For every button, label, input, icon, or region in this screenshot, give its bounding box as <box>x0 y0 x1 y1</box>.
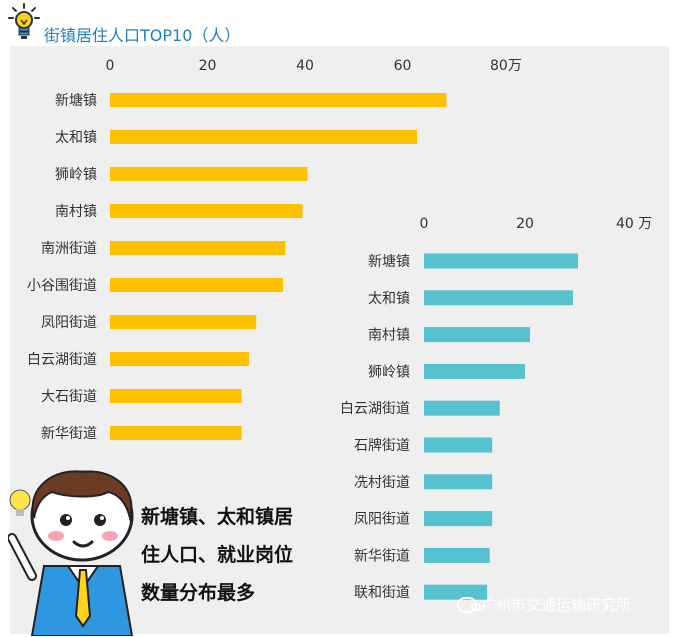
chart1-category-label: 狮岭镇 <box>55 167 97 183</box>
chart2-category-label: 联和街道 <box>354 585 410 601</box>
chart2-category-label: 冼村街道 <box>354 475 410 491</box>
chart2-category-label: 南村镇 <box>368 328 410 344</box>
chart1-bar <box>110 315 257 329</box>
chart1-bar <box>110 241 286 255</box>
chart1-bar <box>110 278 284 292</box>
chart1-bar <box>110 204 303 218</box>
chart2-tick-label: 40 万 <box>616 216 652 232</box>
callout-line: 住人口、就业岗位 <box>141 544 294 566</box>
chart1-category-label: 凤阳街道 <box>41 315 97 331</box>
chart1-category-label: 新华街道 <box>41 426 97 442</box>
chart2-category-label: 新华街道 <box>354 548 410 564</box>
callout-text: 新塘镇、太和镇居 住人口、就业岗位 数量分布最多 <box>141 498 293 612</box>
chart2-category-label: 新塘镇 <box>368 254 410 270</box>
chart2-bar <box>424 474 493 490</box>
wechat-icon <box>457 596 481 613</box>
chart2-bar <box>424 253 579 269</box>
chart1-category-label: 太和镇 <box>55 130 97 146</box>
chart1-bar <box>110 93 447 107</box>
chart1-tick-label: 0 <box>106 58 115 74</box>
chart1-category-label: 新塘镇 <box>55 93 97 109</box>
chart2-category-label: 太和镇 <box>368 291 410 307</box>
chart2-bar <box>424 327 531 343</box>
chart2-bar <box>424 437 493 453</box>
watermark-text: 广州市交通运输研究所 <box>481 596 632 614</box>
chart2-category-label: 石牌街道 <box>354 437 410 454</box>
cartoon-character-illustration <box>8 470 134 636</box>
chart1-bar <box>110 389 242 403</box>
chart2-bar <box>424 290 573 306</box>
chart1-category-label: 大石街道 <box>41 389 97 405</box>
chart2-category-label: 凤阳街道 <box>354 512 410 528</box>
chart1-bar <box>110 352 249 366</box>
chart-title: 街镇居住人口TOP10（人） <box>44 26 241 45</box>
chart1-bar <box>110 426 242 440</box>
chart1-tick-label: 20 <box>199 58 217 74</box>
chart2-category-label: 狮岭镇 <box>368 364 410 380</box>
chart1-category-label: 小谷围街道 <box>27 278 97 294</box>
callout-line: 数量分布最多 <box>141 582 256 604</box>
lightbulb-icon <box>8 3 40 39</box>
watermark: 广州市交通运输研究所 <box>457 594 631 615</box>
chart2-tick-label: 0 <box>420 216 429 232</box>
chart1-tick-label: 40 <box>296 58 314 74</box>
chart2-tick-label: 20 <box>516 216 534 232</box>
chart1-bar <box>110 167 308 181</box>
chart1-bar <box>110 130 418 144</box>
callout-line: 新塘镇、太和镇居 <box>141 506 294 528</box>
chart2-bar <box>424 584 488 600</box>
chart2-bar <box>424 547 490 563</box>
chart2-category-label: 白云湖街道 <box>340 401 410 417</box>
header: 街镇居住人口TOP10（人） <box>0 0 677 46</box>
chart1-tick-label: 80万 <box>490 58 522 74</box>
chart1-category-label: 南洲街道 <box>41 241 97 257</box>
chart2-bar <box>424 400 500 416</box>
chart2-bar <box>424 511 493 527</box>
chart1-tick-label: 60 <box>394 58 412 74</box>
chart1-category-label: 南村镇 <box>55 204 97 220</box>
chart2-bar <box>424 363 525 379</box>
chart1-category-label: 白云湖街道 <box>27 352 97 368</box>
